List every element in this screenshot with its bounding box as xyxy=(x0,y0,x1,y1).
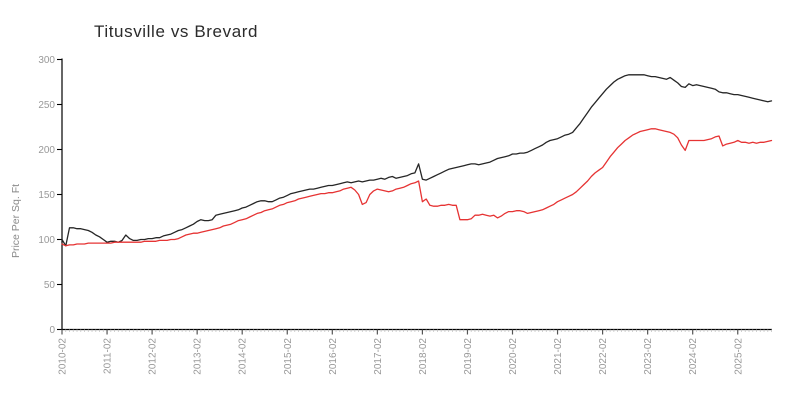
y-tick-label: 150 xyxy=(38,190,55,201)
x-tick-label: 2018-02 xyxy=(418,338,429,375)
y-tick-label: 50 xyxy=(44,280,56,291)
titusville-series-line xyxy=(61,128,773,247)
x-tick-label: 2017-02 xyxy=(373,338,384,375)
x-tick-label: 2012-02 xyxy=(148,338,159,375)
x-tick-label: 2015-02 xyxy=(283,338,294,375)
x-tick-label: 2013-02 xyxy=(193,338,204,375)
x-tick-label: 2024-02 xyxy=(688,338,699,375)
y-tick-label: 100 xyxy=(38,235,55,246)
y-tick-label: 0 xyxy=(49,325,55,336)
x-tick-label: 2025-02 xyxy=(733,338,744,375)
chart-title: Titusville vs Brevard xyxy=(94,22,259,41)
x-tick-label: 2016-02 xyxy=(328,338,339,375)
x-tick-label: 2014-02 xyxy=(238,338,249,375)
y-tick-label: 300 xyxy=(38,55,55,66)
brevard-series-line xyxy=(61,74,773,247)
x-tick-label: 2019-02 xyxy=(463,338,474,375)
y-axis-title: Price Per Sq. Ft xyxy=(10,184,22,258)
x-tick-label: 2020-02 xyxy=(508,338,519,375)
x-tick-label: 2011-02 xyxy=(103,338,114,374)
x-tick-label: 2023-02 xyxy=(643,338,654,375)
x-tick-label: 2010-02 xyxy=(58,338,69,375)
x-tick-label: 2021-02 xyxy=(553,338,564,375)
y-tick-label: 250 xyxy=(38,100,55,111)
x-tick-label: 2022-02 xyxy=(598,338,609,375)
y-tick-label: 200 xyxy=(38,145,55,156)
